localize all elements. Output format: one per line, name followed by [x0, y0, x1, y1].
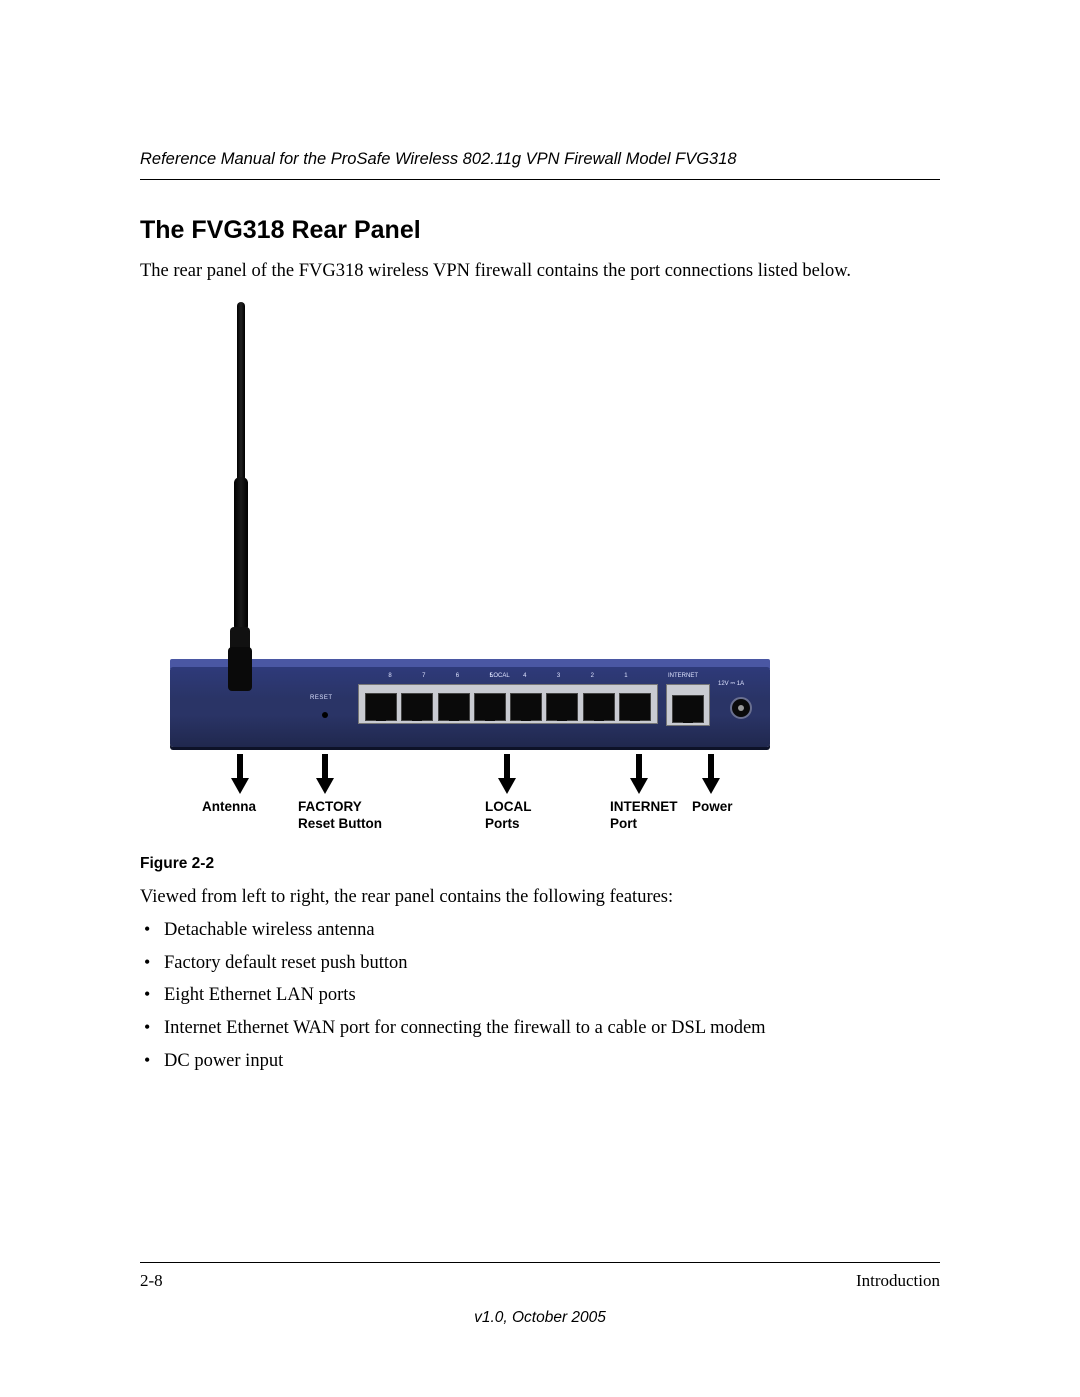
port-num: 5: [489, 673, 492, 679]
port-numbers-row: 8 7 6 5 4 3 2 1: [358, 673, 658, 679]
callout-local: LOCAL Ports: [485, 799, 532, 833]
features-list: Detachable wireless antenna Factory defa…: [140, 916, 940, 1075]
port-num: 8: [388, 673, 391, 679]
power-silkscreen: 12V ⎓ 1A: [718, 681, 744, 688]
arrow-stem: [237, 754, 243, 780]
callout-antenna: Antenna: [202, 799, 256, 816]
reset-pinhole: [322, 712, 328, 718]
arrow-stem: [708, 754, 714, 780]
arrow-head-icon: [702, 778, 720, 794]
port-num: 1: [624, 673, 627, 679]
callout-factory: FACTORY Reset Button: [298, 799, 382, 833]
lan-port: [365, 693, 397, 721]
lan-port: [546, 693, 578, 721]
lan-ports-panel: [358, 684, 658, 724]
arrow-stem: [504, 754, 510, 780]
chapter-name: Introduction: [856, 1271, 940, 1291]
antenna-lower: [234, 477, 248, 632]
page-number: 2-8: [140, 1271, 163, 1291]
arrow-head-icon: [630, 778, 648, 794]
section-heading: The FVG318 Rear Panel: [140, 216, 940, 245]
callout-internet: INTERNET Port: [610, 799, 678, 833]
document-page: Reference Manual for the ProSafe Wireles…: [0, 0, 1080, 1397]
arrow-stem: [636, 754, 642, 780]
port-num: 6: [456, 673, 459, 679]
callout-power: Power: [692, 799, 733, 816]
features-lead: Viewed from left to right, the rear pane…: [140, 887, 940, 908]
footer-row: 2-8 Introduction: [140, 1271, 940, 1291]
power-jack: [730, 697, 752, 719]
callout-factory-l2: Reset Button: [298, 816, 382, 831]
port-num: 2: [591, 673, 594, 679]
callout-local-l1: LOCAL: [485, 799, 532, 814]
antenna-base: [228, 647, 252, 691]
feature-item: DC power input: [140, 1047, 940, 1076]
port-num: 3: [557, 673, 560, 679]
callout-internet-l1: INTERNET: [610, 799, 678, 814]
reset-silkscreen: RESET: [310, 695, 333, 701]
port-num: 7: [422, 673, 425, 679]
feature-item: Eight Ethernet LAN ports: [140, 981, 940, 1010]
arrow-head-icon: [498, 778, 516, 794]
lan-port: [510, 693, 542, 721]
arrow-stem: [322, 754, 328, 780]
running-header: Reference Manual for the ProSafe Wireles…: [140, 150, 940, 180]
wan-port-panel: [666, 684, 710, 726]
arrow-head-icon: [316, 778, 334, 794]
lan-port: [474, 693, 506, 721]
feature-item: Detachable wireless antenna: [140, 916, 940, 945]
lan-port: [401, 693, 433, 721]
lan-port: [619, 693, 651, 721]
rear-panel-figure: RESET LOCAL 8 7 6 5 4 3 2 1 INTERNET: [170, 297, 770, 837]
version-line: v1.0, October 2005: [140, 1309, 940, 1327]
section-intro: The rear panel of the FVG318 wireless VP…: [140, 259, 940, 283]
port-num: 4: [523, 673, 526, 679]
callout-internet-l2: Port: [610, 816, 637, 831]
footer-rule: [140, 1262, 940, 1263]
callout-factory-l1: FACTORY: [298, 799, 362, 814]
internet-silkscreen: INTERNET: [668, 673, 698, 679]
figure-caption: Figure 2-2: [140, 855, 940, 873]
feature-item: Internet Ethernet WAN port for connectin…: [140, 1014, 940, 1043]
arrow-head-icon: [231, 778, 249, 794]
callout-local-l2: Ports: [485, 816, 520, 831]
wan-port: [672, 695, 704, 723]
feature-item: Factory default reset push button: [140, 949, 940, 978]
lan-port: [583, 693, 615, 721]
lan-port: [438, 693, 470, 721]
